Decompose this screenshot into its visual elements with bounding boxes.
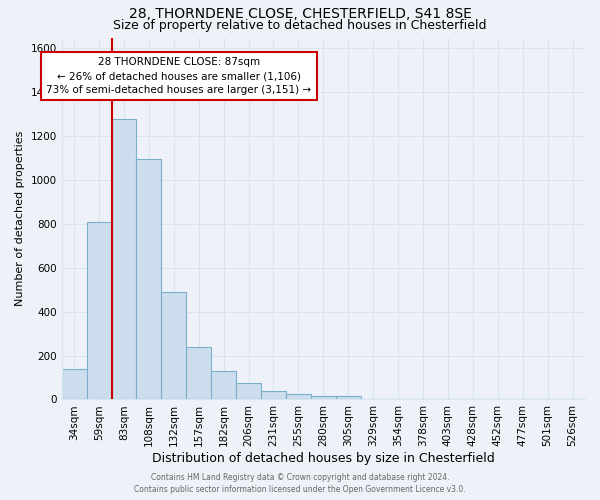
Text: Contains HM Land Registry data © Crown copyright and database right 2024.
Contai: Contains HM Land Registry data © Crown c…	[134, 473, 466, 494]
Bar	[86, 222, 112, 400]
Text: Size of property relative to detached houses in Chesterfield: Size of property relative to detached ho…	[113, 19, 487, 32]
Bar	[311, 396, 336, 400]
X-axis label: Distribution of detached houses by size in Chesterfield: Distribution of detached houses by size …	[152, 452, 495, 465]
Bar	[112, 118, 136, 400]
Text: 28 THORNDENE CLOSE: 87sqm
← 26% of detached houses are smaller (1,106)
73% of se: 28 THORNDENE CLOSE: 87sqm ← 26% of detac…	[46, 57, 311, 95]
Bar	[286, 394, 311, 400]
Bar	[62, 368, 86, 400]
Bar	[136, 159, 161, 400]
Bar	[211, 371, 236, 400]
Bar	[336, 396, 361, 400]
Bar	[186, 347, 211, 400]
Y-axis label: Number of detached properties: Number of detached properties	[15, 131, 25, 306]
Bar	[236, 383, 261, 400]
Bar	[161, 292, 186, 400]
Bar	[261, 390, 286, 400]
Text: 28, THORNDENE CLOSE, CHESTERFIELD, S41 8SE: 28, THORNDENE CLOSE, CHESTERFIELD, S41 8…	[128, 8, 472, 22]
